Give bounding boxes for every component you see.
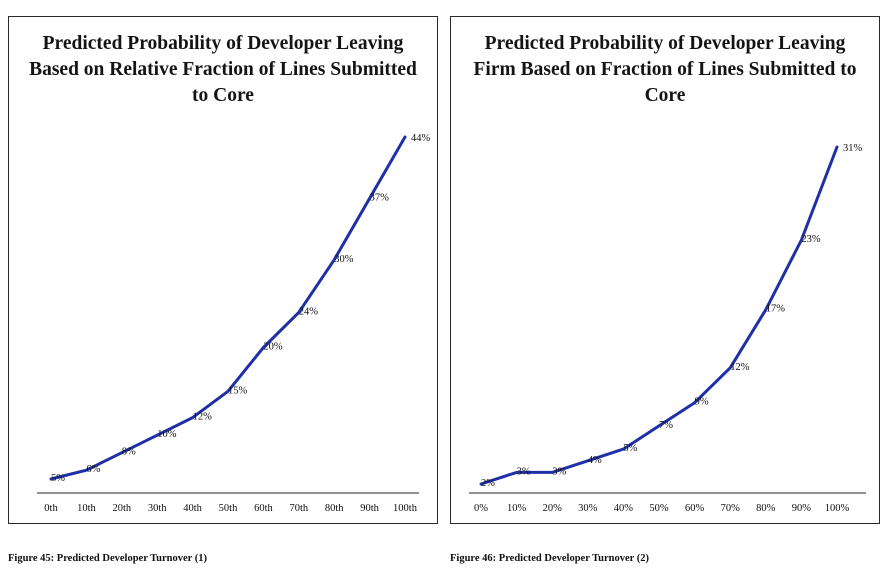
x-tick-label: 70% xyxy=(721,503,741,514)
figure-caption-left: Figure 45: Predicted Developer Turnover … xyxy=(8,553,207,564)
data-label: 12% xyxy=(730,362,750,373)
data-labels: 2% 3% 3% 4% 5% 7% 9% 12% 17% 23% 31% xyxy=(481,143,863,489)
data-labels: 5% 6% 8% 10% 12% 15% 20% 24% 30% 37% 44% xyxy=(51,133,431,484)
x-tick-label: 20th xyxy=(112,503,131,514)
x-tick-label: 90% xyxy=(792,503,812,514)
x-tick-label: 100th xyxy=(393,503,418,514)
data-label: 8% xyxy=(122,447,136,458)
data-label: 31% xyxy=(843,143,863,154)
x-tick-label: 10th xyxy=(77,503,96,514)
data-label: 23% xyxy=(801,234,821,245)
data-label: 37% xyxy=(370,192,390,203)
x-tick-label: 80% xyxy=(756,503,776,514)
data-label: 17% xyxy=(766,304,786,315)
chart-panel-right: 0% 10% 20% 30% 40% 50% 60% 70% 80% 90% 100% 2% 3% 3%… xyxy=(450,16,880,524)
data-label: 5% xyxy=(623,443,637,454)
chart-plot-left: 0th 10th 20th 30th 40th 50th 60th 70th 80th 90th 1… xyxy=(37,133,431,514)
x-tick-label: 30% xyxy=(578,503,598,514)
x-tick-label: 50th xyxy=(219,503,238,514)
x-tick-label: 70th xyxy=(289,503,308,514)
x-tick-labels: 0th 10th 20th 30th 40th 50th 60th 70th 80th 90th 1… xyxy=(44,503,417,514)
x-tick-label: 30th xyxy=(148,503,167,514)
data-label: 10% xyxy=(157,429,177,440)
chart-title: Predicted Probability of Developer Leavi… xyxy=(29,33,417,106)
chart-panel-left: 0th 10th 20th 30th 40th 50th 60th 70th 80th 90th 1… xyxy=(8,16,438,524)
data-label: 12% xyxy=(193,412,213,423)
figure-caption-right: Figure 46: Predicted Developer Turnover … xyxy=(450,553,649,564)
x-tick-label: 60% xyxy=(685,503,705,514)
x-tick-label: 10% xyxy=(507,503,526,514)
x-tick-label: 40% xyxy=(614,503,634,514)
x-tick-label: 100% xyxy=(825,503,850,514)
data-label: 9% xyxy=(695,397,709,408)
data-label: 20% xyxy=(263,341,283,352)
x-tick-label: 50% xyxy=(649,503,669,514)
x-tick-label: 0th xyxy=(44,503,58,514)
x-tick-label: 0% xyxy=(474,503,488,514)
chart-plot-right: 0% 10% 20% 30% 40% 50% 60% 70% 80% 90% 100% 2% 3% 3%… xyxy=(469,143,866,514)
data-label: 5% xyxy=(51,473,65,484)
data-label: 24% xyxy=(299,306,319,317)
chart-title: Predicted Probability of Developer Leavi… xyxy=(473,33,857,106)
data-label: 3% xyxy=(552,466,566,477)
data-label: 44% xyxy=(411,133,431,144)
series-line xyxy=(49,135,407,481)
data-label: 15% xyxy=(228,385,248,396)
x-tick-label: 20% xyxy=(543,503,563,514)
data-label: 6% xyxy=(86,464,100,475)
data-label: 4% xyxy=(588,455,602,466)
series-line xyxy=(479,145,839,486)
data-label: 30% xyxy=(334,254,354,265)
data-label: 3% xyxy=(517,466,531,477)
x-tick-labels: 0% 10% 20% 30% 40% 50% 60% 70% 80% 90% 100% xyxy=(474,503,850,514)
x-tick-label: 80th xyxy=(325,503,344,514)
x-tick-label: 90th xyxy=(360,503,379,514)
x-tick-label: 40th xyxy=(183,503,202,514)
x-tick-label: 60th xyxy=(254,503,273,514)
data-label: 7% xyxy=(659,420,673,431)
data-label: 2% xyxy=(481,478,495,489)
